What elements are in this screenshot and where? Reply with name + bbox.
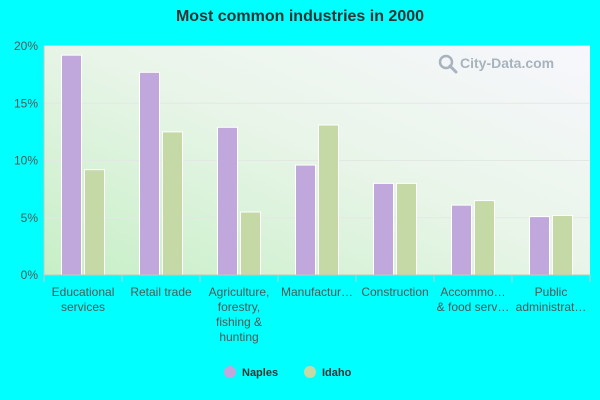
y-tick-label: 10% bbox=[14, 154, 38, 168]
magnifier-icon bbox=[438, 54, 458, 74]
y-tick-label: 0% bbox=[21, 268, 39, 282]
y-tick-label: 5% bbox=[21, 211, 39, 225]
x-tick-label: Retail trade bbox=[130, 285, 192, 299]
watermark-text: City-Data.com bbox=[460, 55, 554, 71]
x-tick-label: Accommo… & food serv… bbox=[437, 285, 510, 314]
x-tick-label: Public administrat… bbox=[516, 285, 587, 314]
y-tick-label: 15% bbox=[14, 96, 38, 110]
bar-naples[interactable] bbox=[295, 164, 316, 276]
y-tick-label: 20% bbox=[14, 39, 38, 53]
x-tick-label: Manufactur… bbox=[281, 285, 353, 299]
chart-title: Most common industries in 2000 bbox=[175, 8, 425, 25]
bar-naples[interactable] bbox=[529, 216, 550, 276]
bar-naples[interactable] bbox=[61, 54, 82, 276]
x-tick-label: Construction bbox=[361, 285, 428, 299]
bar-idaho[interactable] bbox=[162, 131, 183, 276]
bar-naples[interactable] bbox=[217, 126, 238, 276]
bar-naples[interactable] bbox=[139, 71, 160, 276]
bar-idaho[interactable] bbox=[396, 182, 417, 276]
legend-label-naples: Naples bbox=[242, 367, 278, 379]
x-tick-label: Educational services bbox=[52, 285, 115, 314]
legend-label-idaho: Idaho bbox=[322, 367, 352, 379]
x-tick-label: Agriculture, forestry, fishing & hunting bbox=[209, 285, 270, 344]
bar-naples[interactable] bbox=[451, 204, 472, 276]
watermark: City-Data.com bbox=[438, 54, 554, 74]
bar-naples[interactable] bbox=[373, 182, 394, 276]
bar-idaho[interactable] bbox=[240, 211, 261, 276]
bar-idaho[interactable] bbox=[318, 124, 339, 276]
legend-swatch-idaho bbox=[304, 366, 316, 378]
legend-swatch-naples bbox=[224, 366, 236, 378]
bar-idaho[interactable] bbox=[474, 200, 495, 276]
bar-idaho[interactable] bbox=[84, 169, 105, 276]
bar-idaho[interactable] bbox=[552, 214, 573, 276]
